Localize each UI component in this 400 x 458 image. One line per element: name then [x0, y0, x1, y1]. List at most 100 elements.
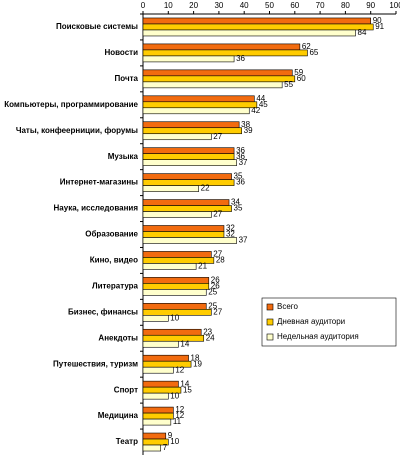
value-label: 11	[173, 417, 182, 426]
bar	[142, 121, 240, 129]
category-label: Интернет-магазины	[60, 178, 138, 187]
bar	[142, 17, 371, 25]
value-label: 9	[168, 431, 173, 440]
category-label: Театр	[116, 437, 138, 446]
bar	[142, 412, 174, 420]
value-label: 36	[236, 152, 245, 161]
legend-swatch	[266, 318, 274, 326]
bar	[142, 69, 293, 77]
value-label: 36	[236, 54, 245, 63]
value-label: 27	[213, 210, 222, 219]
value-label: 62	[302, 42, 311, 51]
bar	[142, 43, 301, 51]
value-label: 36	[236, 178, 245, 187]
value-label: 27	[213, 250, 222, 259]
bar	[142, 418, 172, 426]
bar	[142, 23, 374, 31]
value-label: 25	[208, 301, 217, 310]
value-label: 90	[373, 16, 382, 25]
value-label: 91	[375, 22, 384, 31]
value-label: 27	[213, 307, 222, 316]
value-label: 18	[191, 353, 200, 362]
value-label: 14	[180, 339, 189, 348]
bar	[142, 147, 235, 154]
value-label: 35	[234, 204, 243, 213]
value-label: 36	[236, 146, 245, 155]
legend-label: Дневная аудитори	[277, 317, 345, 326]
value-label: 65	[309, 48, 318, 57]
category-label: Новости	[104, 48, 138, 57]
x-tick-label: 90	[366, 1, 375, 10]
category-label: Кино, видео	[90, 256, 138, 265]
value-label: 37	[239, 158, 248, 167]
bar	[142, 153, 235, 160]
value-label: 84	[358, 28, 367, 37]
bar	[142, 127, 242, 135]
value-label: 42	[251, 106, 260, 115]
legend-label: Недельная аудитория	[277, 332, 359, 341]
bar	[142, 95, 255, 103]
bar	[142, 107, 250, 115]
value-label: 10	[170, 391, 179, 400]
x-tick-label: 100	[389, 1, 400, 10]
category-label: Бизнес, финансы	[68, 307, 138, 316]
x-tick-label: 10	[164, 1, 173, 10]
x-tick-label: 40	[240, 1, 249, 10]
bar	[142, 179, 235, 186]
bar	[142, 406, 174, 414]
category-label: Компьютеры, программирование	[4, 100, 138, 109]
bar	[142, 432, 167, 440]
category-label: Наука, исследования	[54, 204, 139, 213]
value-label: 12	[175, 411, 184, 420]
value-label: 39	[244, 126, 253, 135]
value-label: 35	[234, 172, 243, 181]
value-label: 15	[183, 385, 192, 394]
value-label: 10	[170, 313, 179, 322]
bar	[142, 231, 225, 238]
bar	[142, 199, 230, 206]
x-tick-label: 50	[265, 1, 274, 10]
bar	[142, 303, 207, 310]
value-label: 55	[284, 80, 293, 89]
value-label: 45	[259, 100, 268, 109]
bar	[142, 75, 296, 83]
x-tick-label: 20	[189, 1, 198, 10]
legend-swatch	[266, 333, 274, 341]
bar	[142, 334, 205, 342]
bar	[142, 133, 212, 141]
category-label: Путешествия, туризм	[53, 359, 138, 368]
value-label: 10	[170, 437, 179, 446]
category-label: Литература	[92, 281, 139, 290]
x-tick-label: 30	[214, 1, 223, 10]
bar	[142, 225, 225, 232]
bar	[142, 315, 169, 322]
bar	[142, 380, 179, 388]
bar	[142, 173, 232, 180]
category-label: Спорт	[114, 385, 138, 394]
bar	[142, 55, 235, 63]
bar	[142, 263, 197, 270]
bar	[142, 251, 212, 258]
value-label: 23	[203, 327, 212, 336]
value-label: 34	[231, 198, 240, 207]
value-label: 59	[294, 68, 303, 77]
value-label: 26	[211, 275, 220, 284]
bar	[142, 354, 189, 362]
value-label: 27	[213, 132, 222, 141]
bar	[142, 29, 356, 37]
bar	[142, 392, 169, 400]
category-label: Поисковые системы	[56, 22, 138, 31]
value-label: 22	[201, 184, 210, 193]
value-label: 12	[175, 405, 184, 414]
bar	[142, 340, 179, 348]
value-label: 32	[226, 230, 235, 239]
value-label: 26	[211, 281, 220, 290]
value-label: 28	[216, 256, 225, 265]
category-label: Музыка	[108, 152, 139, 161]
bar	[142, 444, 162, 452]
legend-label: Всего	[277, 302, 299, 311]
bar	[142, 289, 207, 296]
value-label: 19	[193, 359, 202, 368]
value-label: 32	[226, 224, 235, 233]
